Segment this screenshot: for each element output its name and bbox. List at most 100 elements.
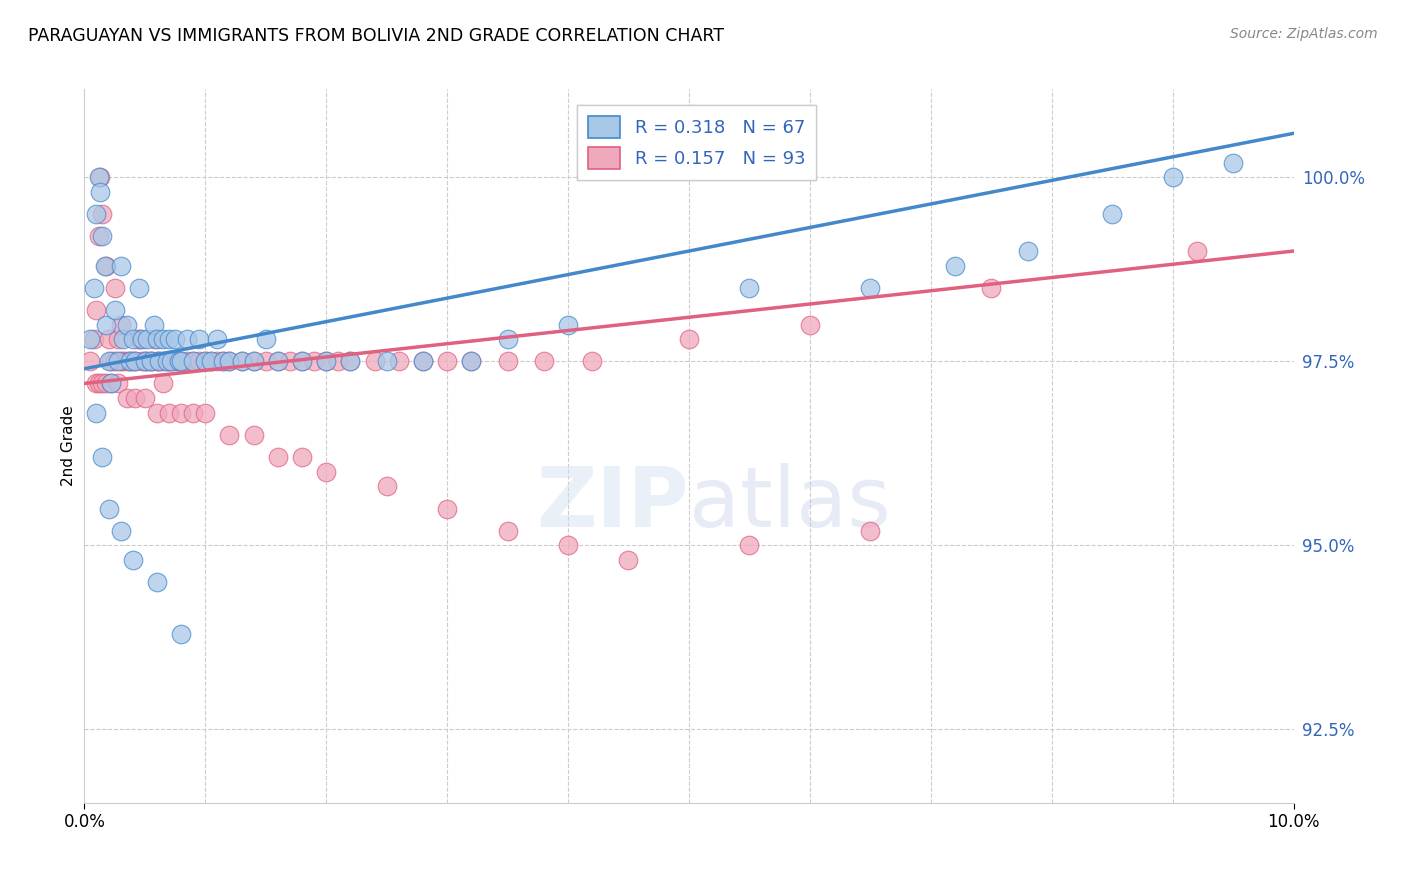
- Point: [79, 332, 101, 346]
- Point: [134, 391, 156, 405]
- Point: [170, 354, 193, 368]
- Point: [231, 354, 253, 368]
- Point: [242, 354, 264, 368]
- Point: [97, 332, 120, 346]
- Point: [581, 354, 603, 368]
- Point: [79, 354, 101, 368]
- Point: [124, 354, 146, 368]
- Point: [124, 391, 146, 405]
- Text: Source: ZipAtlas.com: Source: ZipAtlas.com: [1230, 27, 1378, 41]
- Point: [496, 354, 519, 368]
- Point: [128, 281, 150, 295]
- Point: [97, 354, 120, 368]
- Point: [134, 354, 156, 368]
- Point: [148, 354, 170, 368]
- Text: atlas: atlas: [689, 463, 890, 543]
- Point: [86, 207, 108, 221]
- Point: [91, 450, 114, 464]
- Point: [328, 354, 350, 368]
- Point: [143, 332, 166, 346]
- Point: [160, 354, 183, 368]
- Point: [859, 524, 882, 538]
- Point: [980, 281, 1002, 295]
- Point: [87, 229, 110, 244]
- Point: [291, 354, 314, 368]
- Point: [412, 354, 434, 368]
- Point: [1101, 207, 1123, 221]
- Point: [194, 354, 217, 368]
- Point: [557, 538, 579, 552]
- Point: [460, 354, 482, 368]
- Point: [165, 332, 187, 346]
- Point: [157, 332, 180, 346]
- Point: [139, 354, 162, 368]
- Point: [86, 302, 108, 317]
- Point: [267, 354, 290, 368]
- Point: [218, 354, 240, 368]
- Point: [157, 406, 180, 420]
- Point: [97, 501, 120, 516]
- Point: [200, 354, 222, 368]
- Point: [104, 354, 127, 368]
- Point: [267, 450, 290, 464]
- Point: [339, 354, 361, 368]
- Point: [83, 332, 105, 346]
- Point: [375, 479, 398, 493]
- Point: [121, 553, 143, 567]
- Point: [136, 332, 159, 346]
- Point: [267, 354, 290, 368]
- Point: [110, 354, 132, 368]
- Point: [188, 332, 211, 346]
- Point: [128, 332, 150, 346]
- Point: [194, 354, 217, 368]
- Point: [231, 354, 253, 368]
- Point: [1185, 244, 1208, 258]
- Point: [738, 538, 761, 552]
- Point: [115, 354, 138, 368]
- Point: [375, 354, 398, 368]
- Point: [194, 406, 217, 420]
- Point: [152, 354, 174, 368]
- Point: [181, 406, 204, 420]
- Point: [134, 354, 156, 368]
- Point: [104, 281, 127, 295]
- Legend: R = 0.318   N = 67, R = 0.157   N = 93: R = 0.318 N = 67, R = 0.157 N = 93: [576, 105, 817, 180]
- Point: [136, 354, 159, 368]
- Point: [212, 354, 235, 368]
- Point: [242, 428, 264, 442]
- Point: [86, 406, 108, 420]
- Point: [278, 354, 301, 368]
- Point: [121, 332, 143, 346]
- Point: [155, 354, 177, 368]
- Text: ZIP: ZIP: [537, 463, 689, 543]
- Point: [100, 376, 122, 391]
- Point: [170, 354, 193, 368]
- Point: [152, 376, 174, 391]
- Point: [146, 406, 169, 420]
- Point: [738, 281, 761, 295]
- Point: [176, 332, 198, 346]
- Point: [157, 354, 180, 368]
- Point: [170, 626, 193, 640]
- Point: [170, 406, 193, 420]
- Point: [139, 354, 162, 368]
- Point: [388, 354, 411, 368]
- Point: [363, 354, 385, 368]
- Point: [107, 354, 129, 368]
- Point: [291, 354, 314, 368]
- Point: [120, 354, 142, 368]
- Point: [339, 354, 361, 368]
- Point: [242, 354, 264, 368]
- Point: [143, 318, 166, 332]
- Point: [152, 332, 174, 346]
- Point: [115, 391, 138, 405]
- Text: PARAGUAYAN VS IMMIGRANTS FROM BOLIVIA 2ND GRADE CORRELATION CHART: PARAGUAYAN VS IMMIGRANTS FROM BOLIVIA 2N…: [28, 27, 724, 45]
- Point: [181, 354, 204, 368]
- Point: [436, 501, 458, 516]
- Point: [200, 354, 222, 368]
- Point: [302, 354, 325, 368]
- Point: [181, 354, 204, 368]
- Point: [617, 553, 640, 567]
- Y-axis label: 2nd Grade: 2nd Grade: [60, 406, 76, 486]
- Point: [188, 354, 211, 368]
